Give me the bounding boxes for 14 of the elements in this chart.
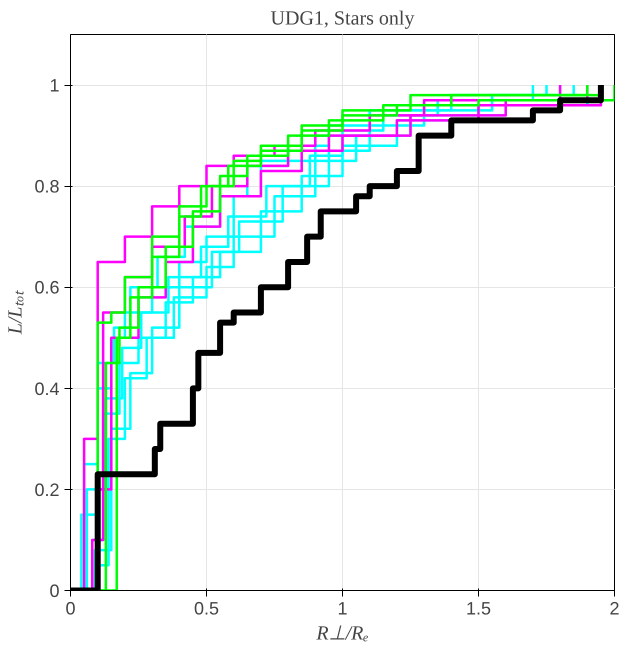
x-tick-label: 0 bbox=[65, 598, 76, 618]
y-tick-label: 0.2 bbox=[34, 480, 60, 500]
x-tick-label: 0.5 bbox=[194, 598, 220, 618]
y-tick-label: 0.6 bbox=[34, 278, 60, 298]
y-tick-label: 1 bbox=[49, 76, 60, 96]
y-tick-label: 0.8 bbox=[34, 176, 60, 197]
x-tick-label: 2 bbox=[609, 598, 620, 618]
x-axis-title: R⊥/Rₑ bbox=[315, 622, 369, 644]
chart-title: UDG1, Stars only bbox=[270, 8, 414, 30]
x-tick-label: 1.5 bbox=[466, 598, 492, 618]
x-tick-label: 1 bbox=[337, 598, 348, 618]
y-tick-label: 0 bbox=[49, 581, 60, 601]
y-tick-label: 0.4 bbox=[34, 378, 60, 399]
y-axis-title: L/Lₜₒₜ bbox=[4, 290, 26, 336]
